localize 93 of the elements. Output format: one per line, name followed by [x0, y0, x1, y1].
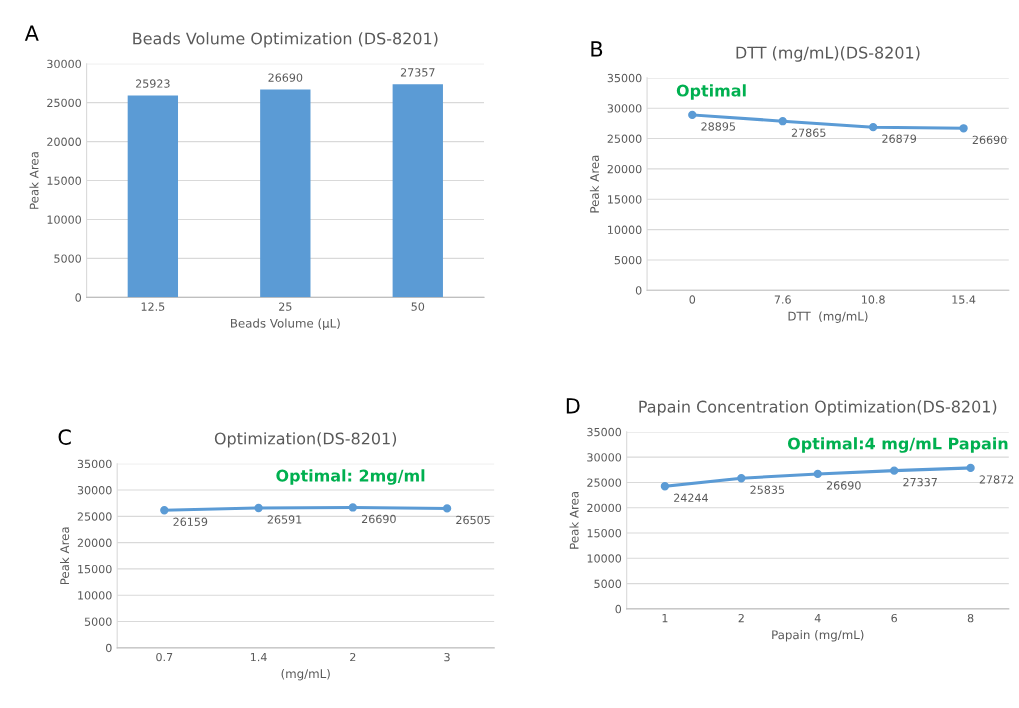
y-tick-label: 20000: [77, 538, 112, 548]
point: [737, 474, 746, 483]
x-tick-label: 25: [279, 302, 292, 311]
y-tick-label: 30000: [47, 59, 82, 69]
bar: [260, 89, 311, 298]
y-tick-label: 15000: [47, 176, 82, 185]
data-label: 26879: [882, 134, 917, 143]
data-label: 25923: [135, 79, 170, 88]
data-label: 24244: [674, 493, 708, 502]
text: A: [24, 25, 39, 41]
point: [966, 463, 975, 473]
data-label: 26690: [826, 481, 861, 490]
data-label: 26505: [456, 515, 490, 525]
y-axis-title: Peak Area: [29, 152, 39, 209]
data-label: 25835: [750, 485, 785, 494]
x-tick-label: 8: [967, 613, 974, 623]
chart-title: Papain Concentration Optimization(DS-8201): [639, 400, 997, 416]
data-label: 26690: [268, 73, 303, 82]
x-tick-label: 50: [411, 302, 425, 311]
annotation: Optimal:4 mg/mL Papain: [787, 437, 1008, 453]
y-tick-label: 0: [105, 643, 112, 653]
y-tick-label: 15000: [78, 564, 112, 574]
chart-title: Optimization(DS-8201): [214, 432, 397, 448]
point: [660, 482, 670, 491]
y-tick-label: 5000: [594, 579, 622, 588]
point: [778, 117, 787, 126]
bar: [392, 84, 443, 298]
y-tick-label: 10000: [78, 591, 112, 600]
x-tick-label: 7.6: [774, 295, 791, 304]
annotation: Optimal: 2mg/ml: [276, 469, 425, 485]
point: [868, 122, 878, 132]
y-tick-label: 10000: [608, 225, 642, 234]
data-label: 26690: [972, 135, 1007, 145]
y-tick-label: 0: [615, 604, 622, 614]
y-tick-label: 5000: [614, 255, 642, 265]
y-tick-label: 35000: [77, 459, 112, 469]
chart-title: DTT (mg/mL)(DS-8201): [736, 46, 920, 62]
x-axis-title: Papain (mg/mL): [772, 630, 864, 642]
text: B: [591, 41, 603, 57]
text: C: [58, 429, 71, 445]
y-tick-label: 25000: [77, 512, 112, 521]
y-axis-title: Peak Area: [60, 527, 70, 585]
x-tick-label: 6: [891, 613, 898, 623]
y-tick-label: 25000: [47, 98, 82, 108]
y-tick-label: 20000: [607, 164, 642, 174]
annotation: Optimal: [676, 84, 746, 100]
bar: [127, 95, 179, 298]
y-tick-label: 15000: [608, 195, 642, 204]
y-tick-label: 10000: [587, 554, 622, 563]
data-label: 27337: [903, 477, 937, 487]
x-axis-title: Beads Volume (µL): [231, 318, 340, 330]
x-tick-label: 15.4: [952, 295, 976, 304]
x-tick-label: 1.4: [250, 653, 267, 662]
y-tick-label: 30000: [587, 453, 622, 462]
y-axis-title: Peak Area: [569, 491, 579, 549]
x-tick-label: 0.7: [156, 652, 173, 662]
x-tick-label: 10.8: [862, 295, 885, 304]
y-tick-label: 25000: [607, 134, 642, 143]
y-axis-title: Peak Area: [589, 155, 600, 213]
point: [688, 110, 697, 120]
y-tick-label: 30000: [77, 486, 112, 495]
data-label: 26159: [173, 517, 208, 526]
y-tick-label: 35000: [607, 73, 642, 83]
x-tick-label: 4: [814, 614, 821, 623]
x-axis-title: DTT (mg/mL): [788, 311, 868, 323]
point: [890, 466, 899, 475]
data-label: 27357: [400, 68, 435, 77]
point: [813, 469, 822, 479]
x-axis-title: (mg/mL): [281, 669, 330, 681]
y-tick-label: 20000: [587, 503, 622, 513]
x-tick-label: 12.5: [141, 302, 165, 311]
y-tick-label: 10000: [47, 215, 82, 224]
x-tick-label: 0: [689, 295, 696, 304]
x-tick-label: 2: [350, 652, 356, 662]
x-tick-label: 3: [444, 652, 450, 662]
data-label: 28895: [701, 122, 735, 131]
y-tick-label: 20000: [47, 137, 82, 146]
point: [959, 124, 968, 133]
data-label: 27872: [979, 475, 1014, 484]
x-tick-label: 2: [738, 613, 744, 623]
data-label: 27865: [791, 128, 826, 137]
data-label: 26690: [361, 514, 396, 524]
text: D: [566, 398, 580, 414]
y-tick-label: 5000: [54, 254, 82, 263]
x-tick-label: 1: [662, 614, 668, 623]
chart-title: Beads Volume Optimization (DS-8201): [133, 32, 438, 48]
y-tick-label: 5000: [84, 617, 112, 626]
y-tick-label: 35000: [587, 427, 622, 437]
y-tick-label: 15000: [587, 529, 622, 538]
y-tick-label: 30000: [607, 104, 642, 113]
y-tick-label: 25000: [587, 478, 622, 487]
data-label: 26591: [267, 515, 302, 524]
y-tick-label: 0: [635, 286, 642, 295]
